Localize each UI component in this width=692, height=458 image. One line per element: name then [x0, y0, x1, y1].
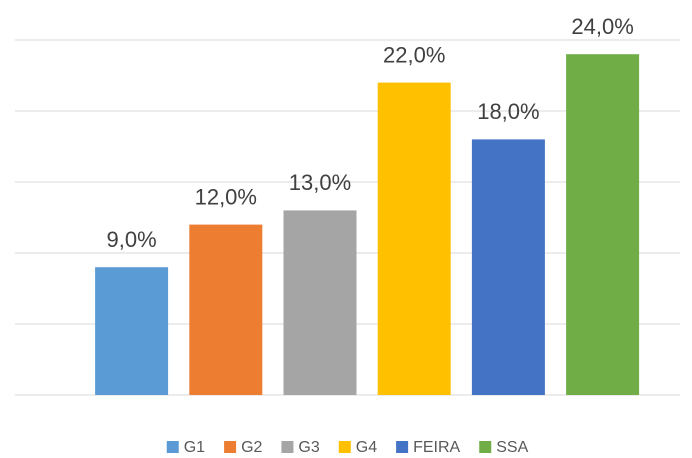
legend-swatch [396, 441, 409, 453]
value-label: 13,0% [289, 170, 351, 195]
bar [283, 210, 357, 395]
value-label: 22,0% [383, 42, 445, 67]
legend-swatch [338, 441, 351, 453]
legend-swatch [224, 441, 237, 453]
value-label: 24,0% [571, 14, 633, 39]
legend-swatch [166, 441, 179, 453]
bar [95, 267, 169, 395]
value-label: 18,0% [477, 99, 539, 124]
legend-label: G2 [241, 439, 262, 456]
bar [471, 139, 545, 395]
legend-label: G4 [356, 439, 377, 456]
legend-label: G3 [298, 439, 319, 456]
value-label: 9,0% [107, 227, 157, 252]
legend-label: G1 [184, 439, 205, 456]
legend-swatch [281, 441, 294, 453]
bar [189, 224, 263, 395]
bar [566, 54, 640, 395]
legend-label: SSA [496, 439, 528, 456]
value-label: 12,0% [195, 184, 257, 209]
bar [377, 82, 451, 395]
legend-label: FEIRA [413, 439, 460, 456]
legend-swatch [479, 441, 492, 453]
